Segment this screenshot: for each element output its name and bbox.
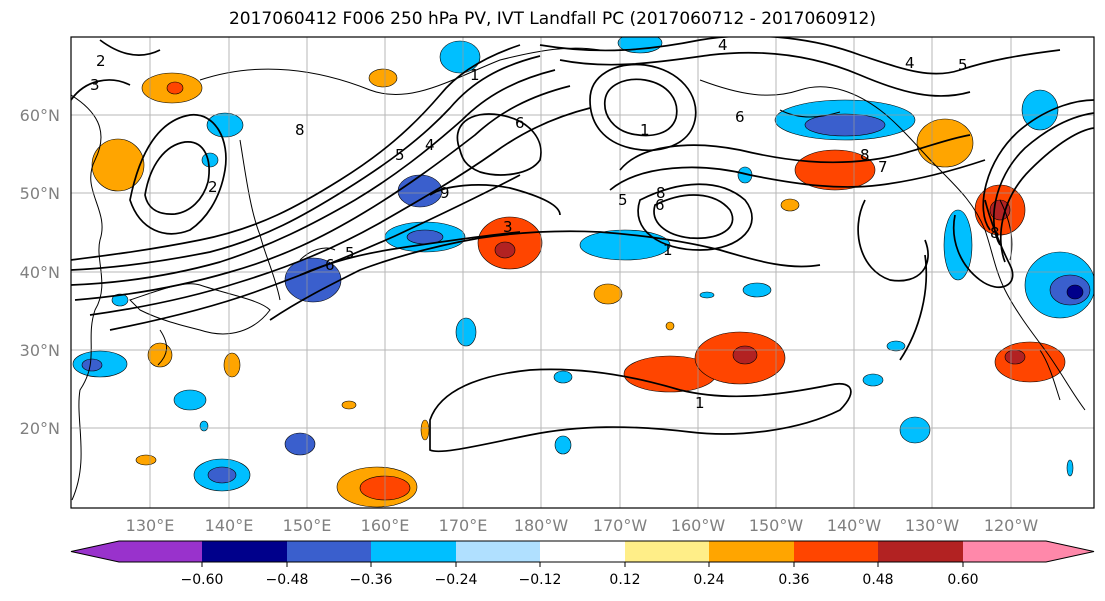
colorbar-segment: [963, 541, 1094, 562]
colorbar-segment: [456, 541, 540, 562]
contour-label: 4: [905, 54, 915, 72]
contour-label: 4: [718, 36, 728, 54]
colorbar-tick-label: 0.48: [862, 572, 893, 588]
lat-labels: 60°N 50°N 40°N 30°N 20°N: [20, 106, 60, 438]
contour-label: 9: [440, 184, 450, 202]
map-frame: [70, 36, 1095, 509]
contour-label: 1: [470, 66, 480, 84]
contour-label: 1: [695, 394, 705, 412]
contour-label: 6: [515, 114, 525, 132]
map-panel: 2 3 4 4 5 6 1 8 7 6 8 5 1 6 5 9 8 5 4 2: [70, 36, 1095, 509]
colorbar-tick-label: −0.48: [266, 572, 309, 588]
lat-label: 60°N: [20, 106, 60, 125]
colorbar-tick-label: −0.36: [350, 572, 393, 588]
lon-label: 180°W: [514, 516, 569, 535]
lon-label: 160°E: [361, 516, 410, 535]
contour-label: 6: [735, 108, 745, 126]
contour-label: 2: [208, 178, 218, 196]
gridlines: [71, 37, 1094, 508]
colorbar-tick-label: −0.60: [181, 572, 224, 588]
contour-labels: 2 3 4 4 5 6 1 8 7 6 8 5 1 6 5 9 8 5 4 2: [90, 36, 1000, 412]
lon-label: 140°W: [827, 516, 882, 535]
contour-label: 5: [958, 56, 968, 74]
colorbar: −0.60 −0.48 −0.36 −0.24 −0.12 0.12 0.24 …: [70, 540, 1095, 588]
lat-label: 30°N: [20, 341, 60, 360]
contour-label: 3: [90, 76, 100, 94]
contour-label: 8: [860, 146, 870, 164]
colorbar-segment: [794, 541, 878, 562]
colorbar-segment: [71, 541, 202, 562]
lat-label: 50°N: [20, 184, 60, 203]
contour-label: 5: [345, 244, 355, 262]
contour-label: 3: [503, 218, 513, 236]
lon-label: 150°W: [749, 516, 804, 535]
colorbar-segment: [878, 541, 963, 562]
colorbar-tick-label: 0.36: [778, 572, 809, 588]
lon-labels: 130°E 140°E 150°E 160°E 170°E 180°W 170°…: [126, 516, 1039, 535]
contour-label: 7: [878, 158, 888, 176]
map-title: 2017060412 F006 250 hPa PV, IVT Landfall…: [228, 9, 876, 29]
lon-label: 140°E: [205, 516, 254, 535]
lat-label: 40°N: [20, 263, 60, 282]
contour-label: 1: [640, 121, 650, 139]
lon-label: 170°W: [593, 516, 648, 535]
contour-label: 6: [325, 256, 335, 274]
lon-label: 120°W: [984, 516, 1039, 535]
lat-label: 20°N: [20, 419, 60, 438]
colorbar-outline: [70, 540, 1095, 563]
lon-label: 170°E: [439, 516, 488, 535]
contour-label: 2: [96, 52, 106, 70]
colorbar-tick-label: 0.60: [947, 572, 978, 588]
lon-label: 160°W: [671, 516, 726, 535]
contour-label: 5: [618, 191, 628, 209]
colorbar-tick-label: 0.12: [609, 572, 640, 588]
lon-label: 130°E: [126, 516, 175, 535]
contour-label: 8: [990, 224, 1000, 242]
contour-label: 8: [295, 121, 305, 139]
colorbar-tick-label: −0.12: [519, 572, 562, 588]
lon-label: 150°E: [283, 516, 332, 535]
colorbar-tick-label: −0.24: [435, 572, 478, 588]
colorbar-tick-labels: −0.60 −0.48 −0.36 −0.24 −0.12 0.12 0.24 …: [181, 572, 979, 588]
colorbar-segment: [709, 541, 794, 562]
pv-shading: [72, 37, 1094, 508]
ivt-contours: [71, 37, 1094, 453]
contour-label: 1: [663, 241, 673, 259]
colorbar-segment: [540, 541, 625, 562]
colorbar-tick-label: 0.24: [693, 572, 724, 588]
contour-label: 8: [656, 184, 666, 202]
colorbar-segment: [202, 541, 287, 562]
colorbar-segment: [625, 541, 709, 562]
colorbar-segments: [70, 540, 1095, 563]
lon-label: 130°W: [905, 516, 960, 535]
contour-label: 5: [395, 146, 405, 164]
contour-label: 6: [655, 196, 665, 214]
colorbar-segment: [371, 541, 456, 562]
colorbar-ticks: [201, 562, 964, 567]
contour-label: 4: [425, 136, 435, 154]
colorbar-segment: [287, 541, 371, 562]
